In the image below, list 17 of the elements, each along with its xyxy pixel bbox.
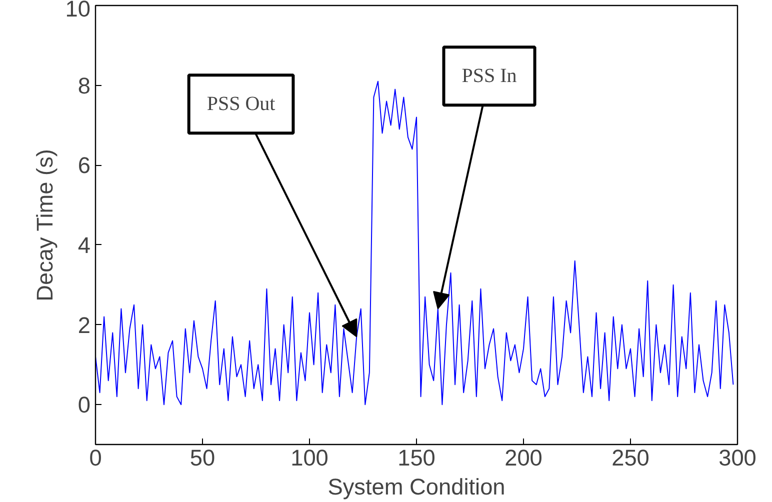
x-tick-label: 150 (398, 444, 436, 470)
y-tick-label: 0 (78, 392, 91, 418)
y-tick-label: 4 (78, 232, 91, 258)
y-tick-label: 10 (65, 0, 90, 22)
x-tick-label: 300 (718, 444, 756, 470)
annotation: PSS In (462, 65, 517, 88)
y-tick-label: 6 (78, 152, 91, 178)
x-tick-label: 100 (290, 444, 328, 470)
y-tick-label: 2 (78, 312, 91, 338)
x-axis-title: System Condition (328, 474, 506, 500)
x-tick-label: 200 (504, 444, 542, 470)
annotation: PSS Out (206, 93, 276, 116)
line-series (96, 80, 734, 406)
y-axis-title: Decay Time (s) (31, 149, 58, 302)
y-tick-label: 8 (78, 72, 91, 98)
x-tick-label: 250 (612, 444, 650, 470)
x-tick-label: 50 (190, 444, 216, 470)
